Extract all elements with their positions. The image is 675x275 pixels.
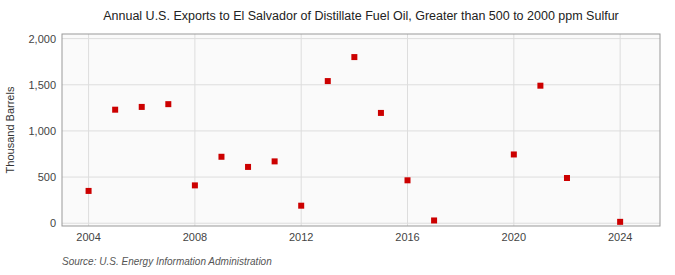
point [139,104,145,110]
title: Annual U.S. Exports to El Salvador of Di… [103,9,619,23]
point [537,83,543,89]
y-tick-label: 500 [38,171,56,183]
point [617,219,623,225]
x-tick-label: 2024 [608,231,632,243]
x-tick-label: 2020 [502,231,526,243]
point [511,151,517,157]
point [112,107,118,113]
plot-area [62,34,660,226]
grid-line-y [62,84,660,85]
grid-line-x [513,34,514,226]
grid [62,34,660,226]
x-tick-label: 2016 [395,231,419,243]
point [272,158,278,164]
point [351,54,357,60]
y-tick-label: 0 [50,217,56,229]
points [86,54,624,225]
y-tick-label: 1,500 [28,79,56,91]
grid-line-y [62,130,660,131]
point [298,203,304,209]
grid-line-y [62,177,660,178]
x-tick-label: 2012 [289,231,313,243]
grid-line-y [62,38,660,39]
x-tick-label: 2004 [76,231,100,243]
plot-frame [62,34,660,226]
grid-line-x [407,34,408,226]
point [564,175,570,181]
grid-line-x [620,34,621,226]
point [86,188,92,194]
point [378,110,384,116]
grid-line-x [301,34,302,226]
point [405,177,411,183]
point [325,78,331,84]
grid-line-x [88,34,89,226]
point [192,182,198,188]
y-tick-label: 1,000 [28,125,56,137]
grid-line-y [62,223,660,224]
point [218,154,224,160]
chart: 0 500 1,000 1,500 2,000 2004 2008 2012 2016 2020 2… [0,0,675,275]
ticks: 0 500 1,000 1,500 2,000 2004 2008 2012 2016 2020 2… [28,33,632,243]
point [431,217,437,223]
y-tick-label: 2,000 [28,33,56,45]
point [245,164,251,170]
grid-line-x [194,34,195,226]
x-tick-label: 2008 [183,231,207,243]
source-note: Source: U.S. Energy Information Administ… [62,256,272,267]
y-axis-label: Thousand Barrels [4,86,16,173]
point [165,101,171,107]
